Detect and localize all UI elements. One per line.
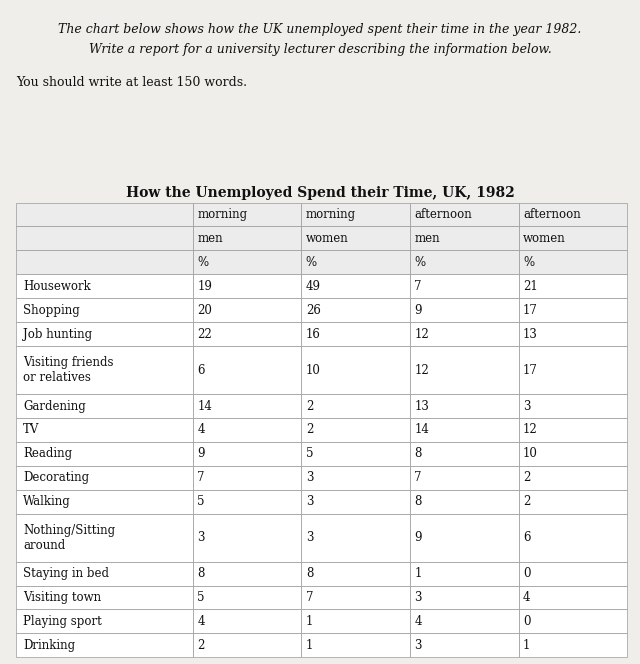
Text: The chart below shows how the UK unemployed spent their time in the year 1982.: The chart below shows how the UK unemplo…	[58, 23, 582, 37]
Text: Write a report for a university lecturer describing the information below.: Write a report for a university lecturer…	[88, 43, 552, 56]
Text: How the Unemployed Spend their Time, UK, 1982: How the Unemployed Spend their Time, UK,…	[125, 186, 515, 200]
Text: You should write at least 150 words.: You should write at least 150 words.	[16, 76, 247, 90]
